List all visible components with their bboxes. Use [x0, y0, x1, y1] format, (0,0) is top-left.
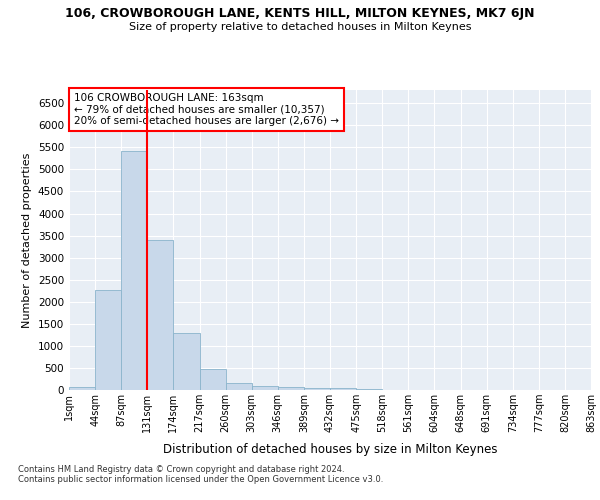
Bar — [199, 369, 226, 390]
Bar — [226, 382, 252, 390]
Bar — [356, 389, 382, 390]
Bar — [330, 388, 356, 390]
Text: Contains HM Land Registry data © Crown copyright and database right 2024.: Contains HM Land Registry data © Crown c… — [18, 466, 344, 474]
Bar — [121, 151, 148, 390]
Bar — [148, 240, 173, 390]
Bar — [69, 387, 95, 390]
Bar — [252, 386, 278, 390]
Bar — [278, 387, 304, 390]
Bar — [95, 290, 121, 390]
Text: Distribution of detached houses by size in Milton Keynes: Distribution of detached houses by size … — [163, 442, 497, 456]
Bar — [304, 388, 330, 390]
Bar — [173, 333, 199, 390]
Y-axis label: Number of detached properties: Number of detached properties — [22, 152, 32, 328]
Text: 106, CROWBOROUGH LANE, KENTS HILL, MILTON KEYNES, MK7 6JN: 106, CROWBOROUGH LANE, KENTS HILL, MILTO… — [65, 8, 535, 20]
Text: 106 CROWBOROUGH LANE: 163sqm
← 79% of detached houses are smaller (10,357)
20% o: 106 CROWBOROUGH LANE: 163sqm ← 79% of de… — [74, 93, 339, 126]
Text: Contains public sector information licensed under the Open Government Licence v3: Contains public sector information licen… — [18, 476, 383, 484]
Text: Size of property relative to detached houses in Milton Keynes: Size of property relative to detached ho… — [129, 22, 471, 32]
